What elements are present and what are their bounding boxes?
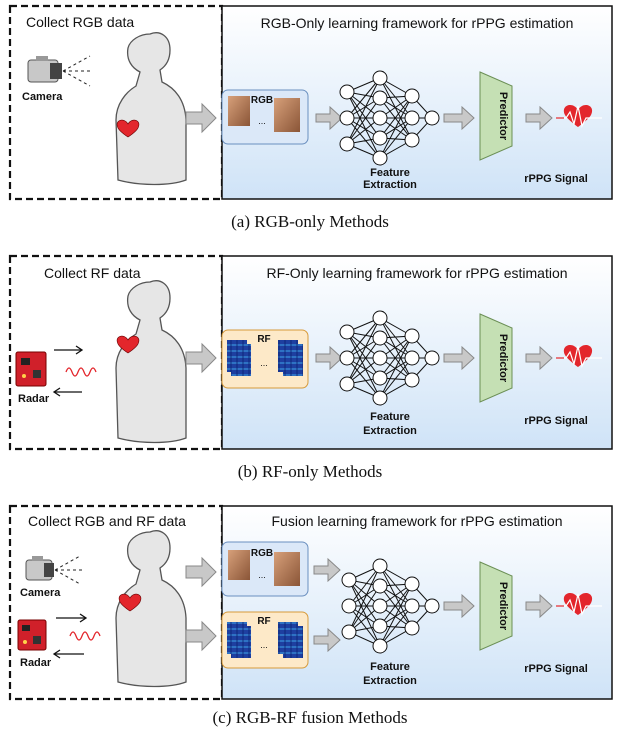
svg-text:RF: RF xyxy=(257,334,270,345)
camera-label: Camera xyxy=(22,91,63,103)
rx-arrow xyxy=(52,649,84,659)
input-arrow xyxy=(185,342,217,374)
rppg-heart-signal-icon xyxy=(556,344,602,368)
radar-label: Radar xyxy=(20,657,52,669)
feature-label-1: Feature xyxy=(370,411,410,423)
svg-text:RGB: RGB xyxy=(251,548,273,559)
arrow-to-network xyxy=(315,345,343,371)
framework-title: RF-Only learning framework for rPPG esti… xyxy=(266,265,567,281)
caption-b: (b) RF-only Methods xyxy=(237,462,383,481)
svg-text:...: ... xyxy=(258,116,266,126)
feature-label-1: Feature xyxy=(370,661,410,673)
predictor-label: Predictor xyxy=(497,92,509,141)
human-silhouette xyxy=(115,280,187,444)
feature-label-1: Feature xyxy=(370,167,410,179)
arrow-to-signal xyxy=(525,345,553,371)
panel-rf-only: Collect RF data RF-Only learning framewo… xyxy=(0,252,620,481)
collect-title: Collect RGB and RF data xyxy=(28,513,186,529)
input-arrow-rf xyxy=(185,620,217,652)
predictor-block xyxy=(479,561,513,651)
arrow-to-network xyxy=(315,105,343,131)
predictor-label: Predictor xyxy=(497,582,509,631)
tx-arrow xyxy=(54,345,84,355)
feature-extraction-network xyxy=(339,70,440,166)
svg-text:RF: RF xyxy=(257,616,270,627)
signal-label: rPPG Signal xyxy=(524,173,588,185)
arrow-to-signal xyxy=(525,105,553,131)
predictor-label: Predictor xyxy=(497,334,509,383)
radar-icon xyxy=(15,351,47,387)
collect-box xyxy=(8,504,224,701)
arrow-to-predictor xyxy=(443,105,475,131)
collect-title: Collect RGB data xyxy=(26,14,134,30)
camera-label: Camera xyxy=(20,587,61,599)
rppg-heart-signal-icon xyxy=(556,592,602,616)
panel-fusion: Collect RGB and RF data Fusion learning … xyxy=(0,500,620,734)
arrow-to-predictor xyxy=(443,593,475,619)
radar-icon xyxy=(17,619,47,651)
feature-label-2: Extraction xyxy=(363,425,417,437)
svg-text:RGB: RGB xyxy=(251,95,273,106)
camera-icon xyxy=(27,55,92,87)
signal-label: rPPG Signal xyxy=(524,415,588,427)
rx-arrow xyxy=(52,387,82,397)
framework-title: RGB-Only learning framework for rPPG est… xyxy=(261,15,574,31)
arrow-to-predictor xyxy=(443,345,475,371)
heart-icon xyxy=(116,335,140,354)
predictor-block xyxy=(479,313,513,403)
rf-frames-box: RF ... xyxy=(221,329,309,389)
rf-frames-box: RF ... xyxy=(221,611,309,669)
heart-icon xyxy=(116,119,140,138)
radar-label: Radar xyxy=(18,393,50,405)
svg-text:...: ... xyxy=(260,358,268,368)
human-silhouette xyxy=(115,530,187,688)
svg-text:...: ... xyxy=(258,570,266,580)
signal-label: rPPG Signal xyxy=(524,663,588,675)
feature-extraction-network xyxy=(339,310,440,406)
arrow-to-signal xyxy=(525,593,553,619)
rppg-heart-signal-icon xyxy=(556,104,602,128)
predictor-block xyxy=(479,71,513,161)
framework-title: Fusion learning framework for rPPG estim… xyxy=(272,513,563,529)
arrow-rf-to-network xyxy=(313,627,341,653)
rf-wave-icon xyxy=(65,367,97,377)
camera-icon xyxy=(25,555,82,585)
arrow-rgb-to-network xyxy=(313,557,341,583)
caption-c: (c) RGB-RF fusion Methods xyxy=(212,708,408,727)
input-arrow xyxy=(185,102,217,134)
collect-title: Collect RF data xyxy=(44,265,141,281)
input-arrow-rgb xyxy=(185,556,217,588)
rgb-frames-box: RGB ... xyxy=(221,89,309,145)
rgb-frames-box: RGB ... xyxy=(221,541,309,597)
feature-extraction-network xyxy=(341,558,440,654)
heart-icon xyxy=(118,593,142,612)
rf-wave-icon xyxy=(69,631,101,641)
tx-arrow xyxy=(56,613,88,623)
panel-rgb-only: Collect RGB data RGB-Only learning frame… xyxy=(0,0,620,231)
feature-label-2: Extraction xyxy=(363,179,417,191)
caption-a: (a) RGB-only Methods xyxy=(231,212,389,231)
human-silhouette xyxy=(115,32,187,186)
svg-text:...: ... xyxy=(260,640,268,650)
feature-label-2: Extraction xyxy=(363,675,417,687)
